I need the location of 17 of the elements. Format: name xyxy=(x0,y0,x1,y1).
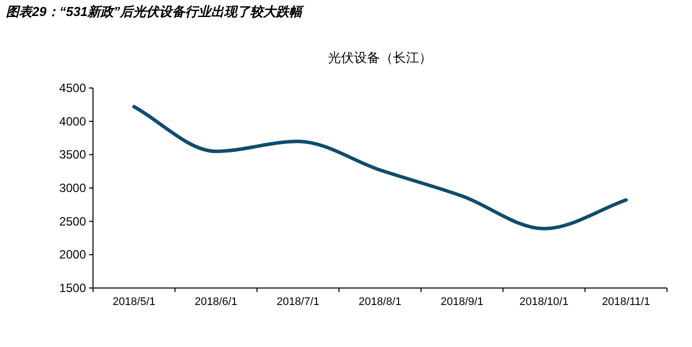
x-tick-label: 2018/9/1 xyxy=(440,296,484,308)
x-tick-label: 2018/6/1 xyxy=(194,296,238,308)
y-tick-label: 3000 xyxy=(59,181,86,195)
line-series xyxy=(132,104,628,230)
y-tick-label: 3500 xyxy=(59,148,86,162)
y-tick-label: 4500 xyxy=(59,81,86,95)
x-tick-label: 2018/7/1 xyxy=(276,296,320,308)
x-tick-label: 2018/11/1 xyxy=(602,296,650,308)
chart-subtitle: 光伏设备（长江） xyxy=(328,50,432,65)
chart-title: 图表29：“531新政”后光伏设备行业出现了较大跌幅 xyxy=(6,4,306,19)
y-tick-label: 1500 xyxy=(59,281,86,295)
y-tick-label: 2000 xyxy=(59,248,86,262)
y-tick-label: 2500 xyxy=(59,214,86,228)
x-tick-label: 2018/8/1 xyxy=(358,296,402,308)
x-tick-label: 2018/5/1 xyxy=(112,296,156,308)
y-tick-label: 4000 xyxy=(59,114,86,128)
x-tick-label: 2018/10/1 xyxy=(520,296,568,308)
